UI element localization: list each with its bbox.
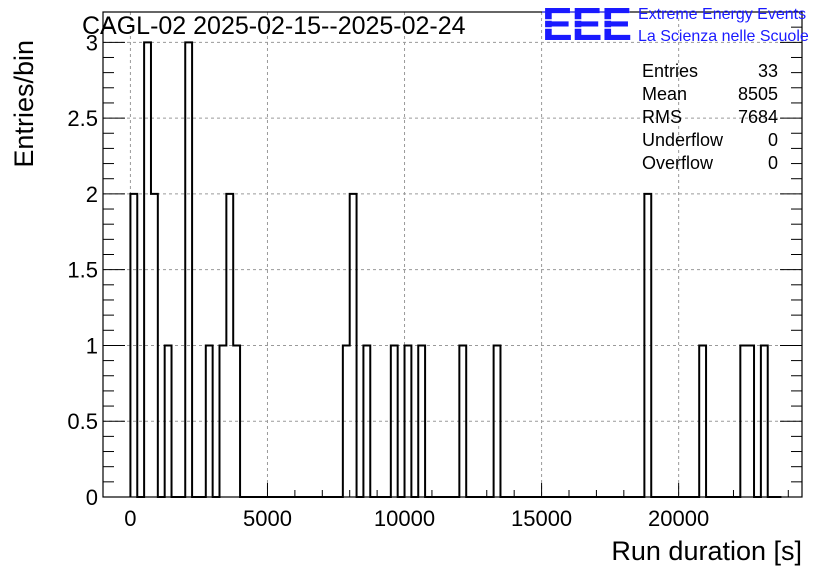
y-tick-label: 3 — [86, 30, 98, 55]
histogram-bin — [644, 194, 651, 497]
y-tick-label: 2.5 — [67, 106, 98, 131]
tick-labels: 0 5000 10000 15000 20000 0 0.5 1 1.5 2 2.5 3 — [67, 30, 709, 531]
histogram-bin — [130, 194, 137, 497]
stat-rms-label: RMS — [642, 107, 682, 127]
y-tick-label: 0.5 — [67, 409, 98, 434]
histogram-bin — [185, 42, 192, 497]
histogram-bin — [144, 42, 151, 497]
y-tick-label: 0 — [86, 485, 98, 510]
stat-overflow-value: 0 — [768, 153, 778, 173]
histogram-bin — [343, 345, 350, 497]
brand-line-2: La Scienza nelle Scuole — [638, 28, 809, 45]
histogram-bin — [405, 345, 412, 497]
stat-overflow-label: Overflow — [642, 153, 714, 173]
stat-entries-label: Entries — [642, 61, 698, 81]
x-tick-label: 15000 — [511, 506, 572, 531]
histogram-bin — [747, 345, 754, 497]
stat-underflow-value: 0 — [768, 130, 778, 150]
histogram-bin — [494, 345, 501, 497]
histogram-bin — [391, 345, 398, 497]
plot-frame — [102, 11, 803, 498]
histogram-bin — [761, 345, 768, 497]
y-tick-label: 1.5 — [67, 258, 98, 283]
y-axis-title: Entries/bin — [9, 40, 39, 168]
stat-entries-value: 33 — [758, 61, 778, 81]
eee-logo: EEE — [542, 0, 631, 50]
chart-title: CAGL-02 2025-02-15--2025-02-24 — [82, 12, 466, 40]
eee-brand: EEE Extreme Energy Events La Scienza nel… — [542, 0, 809, 50]
histogram-bin — [350, 194, 357, 497]
x-tick-label: 5000 — [243, 506, 292, 531]
x-tick-label: 10000 — [374, 506, 435, 531]
y-tick-label: 2 — [86, 182, 98, 207]
histogram-bin — [459, 345, 466, 497]
histogram-bin — [233, 345, 240, 497]
histogram-bin — [363, 345, 370, 497]
histogram-bin — [220, 345, 227, 497]
stat-mean-label: Mean — [642, 84, 687, 104]
histogram-bin — [418, 345, 425, 497]
x-tick-label: 0 — [124, 506, 136, 531]
x-axis-title: Run duration [s] — [611, 536, 802, 566]
histogram-bin — [206, 345, 213, 497]
histogram-bin — [226, 194, 233, 497]
stat-underflow-label: Underflow — [642, 130, 724, 150]
x-tick-label: 20000 — [648, 506, 709, 531]
histogram-bin — [165, 345, 172, 497]
stat-rms-value: 7684 — [738, 107, 778, 127]
y-tick-label: 1 — [86, 333, 98, 358]
histogram-bin — [151, 194, 158, 497]
histogram-bin — [740, 345, 747, 497]
histogram-bin — [699, 345, 706, 497]
brand-line-1: Extreme Energy Events — [638, 6, 806, 23]
stat-mean-value: 8505 — [738, 84, 778, 104]
stats-box: Entries 33 Mean 8505 RMS 7684 Underflow … — [642, 61, 778, 173]
